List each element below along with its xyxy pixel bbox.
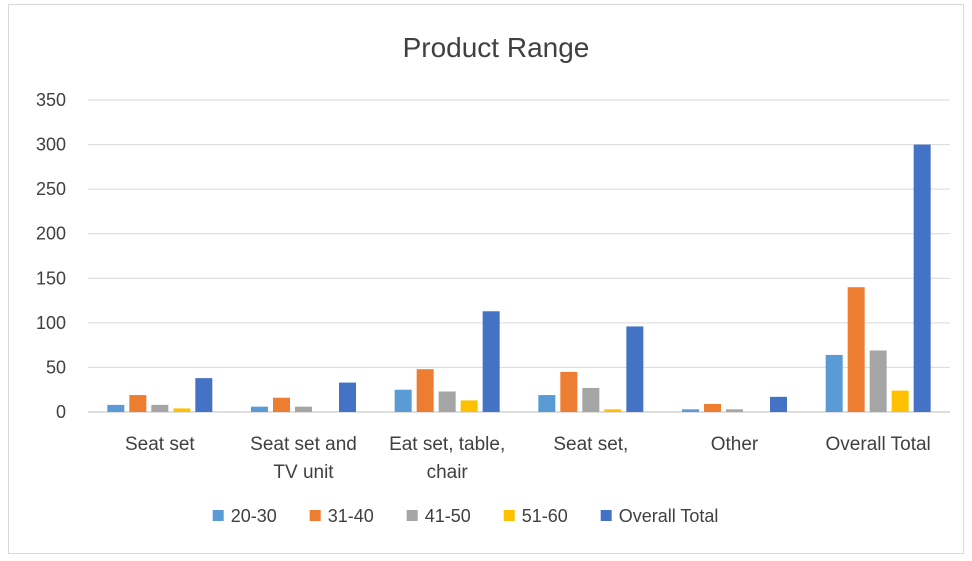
x-tick-label: Seat set and (250, 434, 357, 455)
x-axis: Seat set Seat set and TV unit Eat set, tabl… (125, 434, 931, 483)
bar-20-30 (682, 409, 699, 412)
x-tick-label: TV unit (273, 462, 334, 483)
bar-41-50 (151, 404, 169, 412)
chart-title: Product Range (403, 32, 590, 63)
bar-41-50 (726, 409, 743, 412)
x-tick-label: Overall Total (826, 434, 931, 455)
legend-label: 51-60 (522, 506, 568, 526)
bar-31-40 (416, 369, 434, 412)
bar-31-40 (847, 287, 865, 412)
bar-overall-total (482, 311, 500, 412)
legend-swatch (309, 510, 321, 521)
bar-41-50 (438, 391, 456, 412)
bar-overall-total (913, 144, 931, 413)
bar-51-60 (604, 409, 622, 412)
y-tick-label: 350 (36, 90, 66, 110)
bar-overall-total (339, 382, 356, 412)
x-tick-label: Seat set, (553, 434, 628, 455)
y-tick-label: 100 (36, 313, 66, 333)
bar-41-50 (869, 350, 887, 412)
legend-label: 20-30 (231, 506, 277, 526)
legend-label: Overall Total (619, 506, 719, 526)
bars (107, 144, 931, 413)
chart-frame (8, 4, 964, 554)
bar-41-50 (295, 406, 312, 412)
y-tick-label: 0 (56, 402, 66, 422)
legend: 20-30 31-40 41-50 51-60 Overall Total (212, 506, 719, 526)
y-axis: 0 50 100 150 200 250 300 350 (36, 90, 66, 422)
bar-41-50 (582, 387, 600, 412)
y-tick-label: 150 (36, 268, 66, 288)
x-tick-label: Other (711, 434, 759, 455)
gridlines (88, 99, 950, 413)
bar-31-40 (560, 371, 578, 412)
x-tick-label: Eat set, table, (389, 434, 505, 455)
bar-20-30 (538, 395, 556, 412)
bar-31-40 (129, 395, 147, 412)
legend-label: 31-40 (328, 506, 374, 526)
y-tick-label: 250 (36, 179, 66, 199)
bar-20-30 (825, 354, 843, 412)
x-tick-label: chair (427, 462, 469, 483)
y-tick-label: 50 (46, 357, 66, 377)
y-tick-label: 200 (36, 224, 66, 244)
bar-51-60 (460, 400, 478, 412)
bar-overall-total (195, 378, 213, 412)
legend-label: 41-50 (425, 506, 471, 526)
legend-swatch (212, 510, 224, 521)
bar-overall-total (626, 326, 644, 412)
bar-20-30 (394, 389, 412, 412)
bar-51-60 (173, 408, 191, 412)
legend-swatch (600, 510, 612, 521)
legend-swatch (503, 510, 515, 521)
bar-20-30 (251, 406, 268, 412)
x-tick-label: Seat set (125, 434, 195, 455)
y-tick-label: 300 (36, 135, 66, 155)
legend-swatch (406, 510, 418, 521)
bar-20-30 (107, 404, 125, 412)
bar-51-60 (891, 390, 909, 412)
bar-overall-total (770, 396, 787, 412)
bar-31-40 (704, 403, 721, 412)
bar-31-40 (273, 397, 290, 412)
